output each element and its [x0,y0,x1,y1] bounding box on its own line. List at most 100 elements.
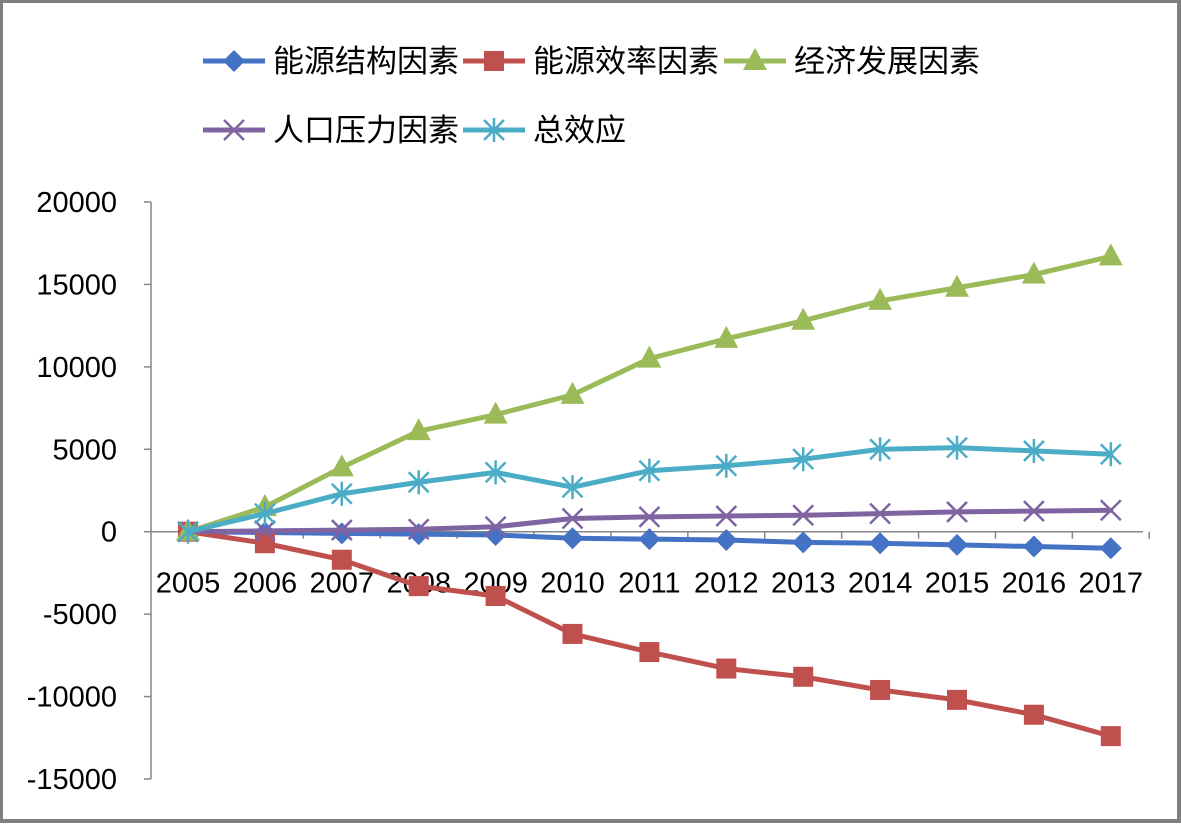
data-point [561,507,584,530]
data-point [869,502,891,525]
y-tick-label: -5000 [43,599,117,631]
legend-label: 总效应 [533,113,626,149]
data-point [330,519,353,541]
data-point [561,475,584,500]
series-3 [176,243,1123,541]
y-tick-label: -15000 [27,764,117,796]
series-4 [177,499,1122,543]
data-point [870,679,891,700]
legend-label: 能源效率因素 [533,44,719,80]
y-tick-label: -10000 [27,682,117,714]
data-point [715,505,738,527]
data-point [1022,535,1045,558]
legend-item: 经济发展因素 [724,44,980,80]
data-point [1021,261,1046,284]
legend-swatch-marker [223,119,245,141]
data-point [714,325,739,348]
data-point [483,401,508,424]
x-tick-label: 2006 [233,568,298,600]
data-point [945,274,969,297]
data-point [561,527,584,550]
data-point [330,522,353,545]
series-5 [177,435,1122,544]
data-point [330,481,353,506]
x-tick-label: 2010 [540,568,605,600]
data-point [638,458,661,483]
legend-swatch-marker [743,48,767,70]
data-point [408,576,429,597]
data-point [1099,442,1122,467]
data-point [254,520,276,542]
legend-label: 能源结构因素 [273,44,459,80]
legend-label: 人口压力因素 [273,113,459,149]
legend-swatch-marker [483,118,505,142]
x-tick-label: 2014 [848,568,913,600]
legend-item: 能源效率因素 [463,44,719,80]
x-tick-label: 2007 [310,568,375,600]
data-point [1099,499,1122,522]
data-point [1023,438,1045,463]
data-point [792,504,815,527]
legend-item: 能源结构因素 [203,44,459,80]
series-2 [178,521,1121,747]
y-tick-label: 20000 [36,187,117,219]
data-point [407,470,430,495]
data-point [562,623,583,644]
data-point [484,524,507,547]
x-tick-label: 2012 [694,568,759,600]
legend-swatch-marker [484,51,504,71]
data-point [485,586,506,607]
data-point [947,689,967,710]
data-point [792,447,815,472]
data-point [638,505,661,528]
data-point [715,528,738,551]
data-point [177,519,199,544]
data-point [329,454,354,477]
data-point [560,381,585,404]
data-point [1023,704,1044,725]
data-point [1100,726,1121,747]
data-point [331,549,352,570]
data-point [946,533,968,556]
data-point [946,501,968,523]
data-point [1099,537,1122,560]
y-axis: 20000 15000 10000 5000 0 -5000 -10000 -15000 [27,187,152,796]
data-point [254,501,276,526]
data-point [407,518,430,541]
data-point [868,287,893,310]
data-point [716,658,737,679]
data-point [1023,500,1045,522]
x-tick-label: 2011 [618,568,680,600]
data-point [484,515,507,538]
data-point [791,307,816,330]
legend-item: 总效应 [463,113,626,149]
x-tick-label: 2016 [1002,568,1067,600]
data-point [407,523,430,546]
legend-item: 人口压力因素 [203,113,459,149]
data-point [946,435,968,460]
data-point [639,642,660,663]
data-point [637,345,662,368]
y-tick-label: 10000 [36,352,117,384]
y-tick-label: 5000 [52,434,117,466]
y-tick-label: 15000 [36,269,117,301]
data-point [869,532,892,555]
legend-swatch-marker [223,50,245,72]
series-layer [176,243,1123,747]
data-point [484,460,507,485]
legend-label: 经济发展因素 [794,44,980,80]
data-point [792,531,815,554]
series-line [185,253,1114,535]
y-tick-label: 0 [101,517,117,549]
x-tick-label: 2013 [771,568,836,600]
data-point [254,533,275,554]
data-point [406,418,431,441]
x-tick-label: 2015 [925,568,990,600]
data-point [1098,243,1123,266]
data-point [793,666,814,687]
x-tick-label: 2017 [1079,568,1144,600]
data-point [869,437,891,462]
